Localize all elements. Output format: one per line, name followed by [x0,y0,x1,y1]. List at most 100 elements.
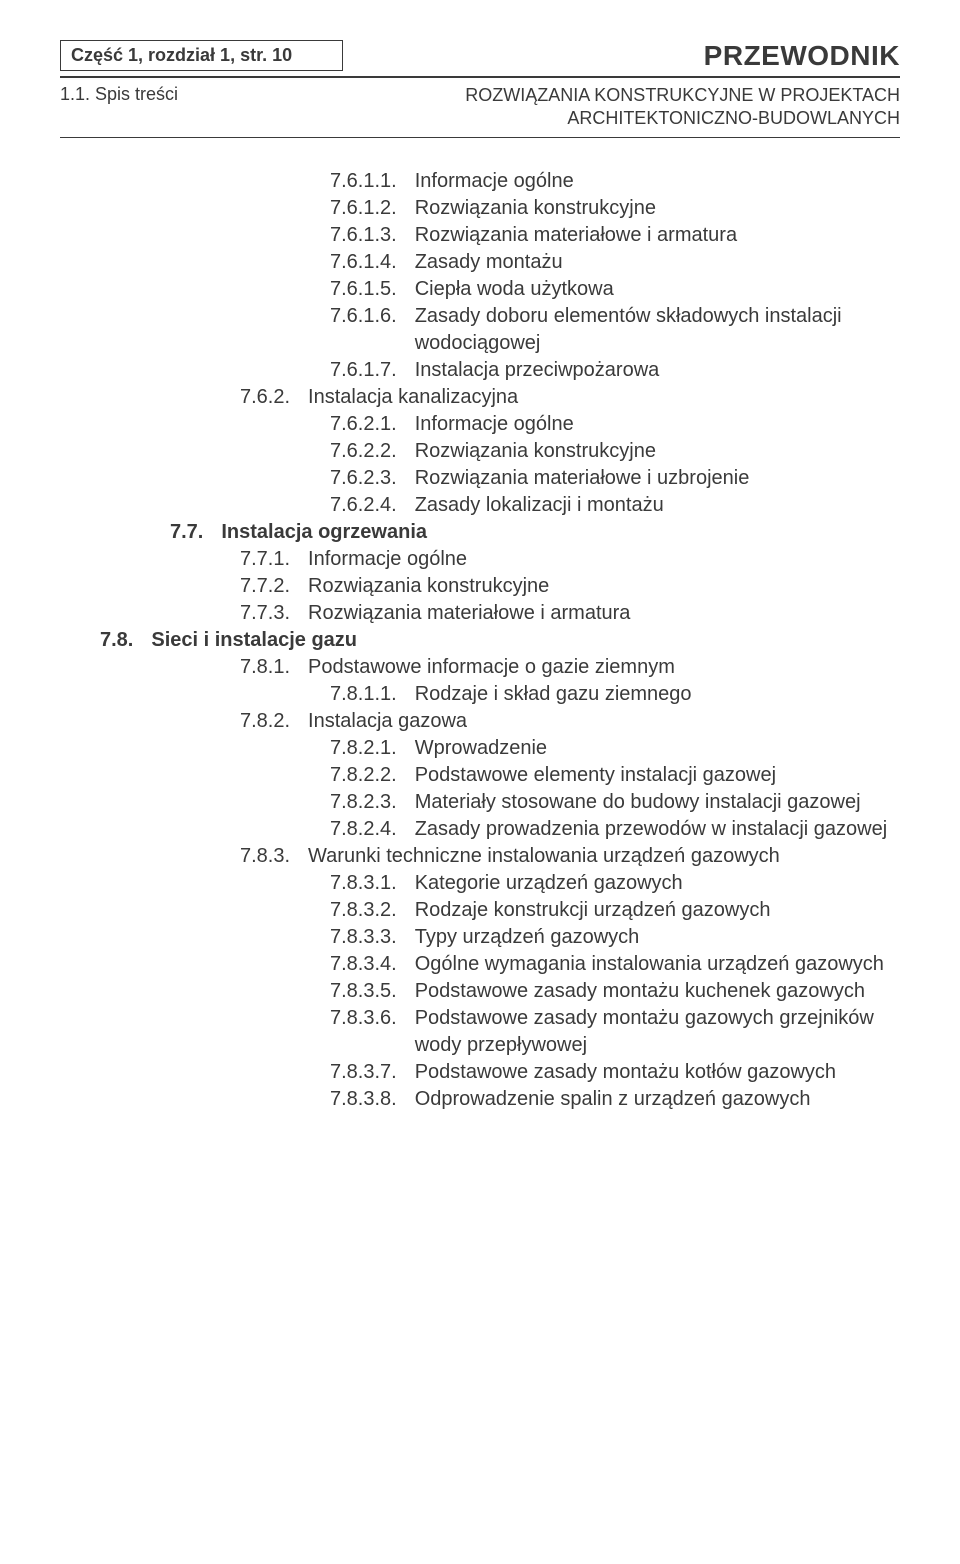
toc-entry: 7.8.3.5.Podstawowe zasady montażu kuchen… [330,978,900,1005]
subtitle-line-2: ARCHITEKTONICZNO-BUDOWLANYCH [465,107,900,130]
toc-entry: 7.6.1.3.Rozwiązania materiałowe i armatu… [330,222,900,249]
toc-entry-number: 7.8.2.2. [330,762,415,789]
toc-entry-number: 7.8.3.1. [330,870,415,897]
toc-entry-text: Rozwiązania konstrukcyjne [415,195,900,222]
toc-entry: 7.6.2.4.Zasady lokalizacji i montażu [330,492,900,519]
toc-entry-text: Instalacja gazowa [308,708,900,735]
title-main: PRZEWODNIK [704,40,900,72]
toc-entry: 7.8.3.Warunki techniczne instalowania ur… [240,843,900,870]
toc-entry-number: 7.8.1.1. [330,681,415,708]
page-ref-box: Część 1, rozdział 1, str. 10 [60,40,343,71]
toc-entry: 7.8.2.2.Podstawowe elementy instalacji g… [330,762,900,789]
toc-entry-number: 7.8.3.3. [330,924,415,951]
toc-entry: 7.6.1.4.Zasady montażu [330,249,900,276]
toc-entry-number: 7.6.1.4. [330,249,415,276]
toc-entry-number: 7.8. [100,627,151,654]
toc-entry: 7.8.2.4.Zasady prowadzenia przewodów w i… [330,816,900,843]
toc-entry: 7.6.2.1.Informacje ogólne [330,411,900,438]
toc-entry-number: 7.6.2.4. [330,492,415,519]
toc-entry: 7.8.2.Instalacja gazowa [240,708,900,735]
toc-entry-number: 7.7.1. [240,546,308,573]
toc-entry-text: Podstawowe zasady montażu kotłów gazowyc… [415,1059,900,1086]
toc-entry-number: 7.8.1. [240,654,308,681]
toc-entry: 7.8.3.7.Podstawowe zasady montażu kotłów… [330,1059,900,1086]
toc-entry-text: Podstawowe zasady montażu gazowych grzej… [415,1005,900,1059]
toc-entry: 7.6.1.5.Ciepła woda użytkowa [330,276,900,303]
toc-entry-text: Podstawowe informacje o gazie ziemnym [308,654,900,681]
toc-entry-text: Zasady lokalizacji i montażu [415,492,900,519]
toc-entry: 7.8.3.3.Typy urządzeń gazowych [330,924,900,951]
toc-entry-number: 7.8.3.4. [330,951,415,978]
toc-entry-text: Warunki techniczne instalowania urządzeń… [308,843,900,870]
toc-entry-text: Instalacja kanalizacyjna [308,384,900,411]
toc-entry: 7.8.2.3.Materiały stosowane do budowy in… [330,789,900,816]
toc-entry-text: Instalacja ogrzewania [221,519,900,546]
toc-entry-text: Rozwiązania materiałowe i armatura [415,222,900,249]
toc-entry-number: 7.8.3.8. [330,1086,415,1113]
toc-entry-text: Ogólne wymagania instalowania urządzeń g… [415,951,900,978]
toc-entry-number: 7.8.3.7. [330,1059,415,1086]
toc-entry-number: 7.8.2.3. [330,789,415,816]
toc-entry: 7.6.2.2.Rozwiązania konstrukcyjne [330,438,900,465]
toc-entry-number: 7.8.3. [240,843,308,870]
toc-entry-number: 7.8.3.2. [330,897,415,924]
toc-entry-number: 7.8.3.5. [330,978,415,1005]
page-ref-text: Część 1, rozdział 1, str. 10 [71,45,292,65]
toc-entry-number: 7.6.2. [240,384,308,411]
table-of-contents: 7.6.1.1.Informacje ogólne7.6.1.2.Rozwiąz… [60,168,900,1113]
toc-entry: 7.7.3.Rozwiązania materiałowe i armatura [240,600,900,627]
toc-entry: 7.8.2.1.Wprowadzenie [330,735,900,762]
toc-entry-number: 7.8.2. [240,708,308,735]
toc-entry: 7.6.2.3.Rozwiązania materiałowe i uzbroj… [330,465,900,492]
toc-entry-number: 7.6.1.7. [330,357,415,384]
toc-entry-number: 7.6.2.3. [330,465,415,492]
toc-entry: 7.6.1.2.Rozwiązania konstrukcyjne [330,195,900,222]
subtitle-line-1: ROZWIĄZANIA KONSTRUKCYJNE W PROJEKTACH [465,84,900,107]
toc-entry-text: Podstawowe elementy instalacji gazowej [415,762,900,789]
toc-entry-text: Informacje ogólne [415,168,900,195]
toc-entry: 7.6.2.Instalacja kanalizacyjna [240,384,900,411]
toc-entry-text: Wprowadzenie [415,735,900,762]
toc-entry: 7.8.1.1.Rodzaje i skład gazu ziemnego [330,681,900,708]
section-label: 1.1. Spis treści [60,84,178,105]
toc-entry: 7.7.Instalacja ogrzewania [170,519,900,546]
toc-entry-text: Zasady prowadzenia przewodów w instalacj… [415,816,900,843]
toc-entry-text: Zasady montażu [415,249,900,276]
toc-entry-text: Ciepła woda użytkowa [415,276,900,303]
toc-entry-text: Kategorie urządzeń gazowych [415,870,900,897]
toc-entry-number: 7.7. [170,519,221,546]
toc-entry-text: Sieci i instalacje gazu [151,627,900,654]
toc-entry-text: Materiały stosowane do budowy instalacji… [415,789,900,816]
toc-entry-text: Rodzaje konstrukcji urządzeń gazowych [415,897,900,924]
toc-entry-number: 7.6.1.2. [330,195,415,222]
toc-entry: 7.8.3.8.Odprowadzenie spalin z urządzeń … [330,1086,900,1113]
subtitle: ROZWIĄZANIA KONSTRUKCYJNE W PROJEKTACH A… [465,84,900,131]
toc-entry-text: Rozwiązania konstrukcyjne [415,438,900,465]
toc-entry: 7.6.1.1.Informacje ogólne [330,168,900,195]
toc-entry-text: Rodzaje i skład gazu ziemnego [415,681,900,708]
toc-entry-number: 7.6.2.2. [330,438,415,465]
toc-entry-number: 7.6.1.5. [330,276,415,303]
toc-entry-text: Rozwiązania konstrukcyjne [308,573,900,600]
toc-entry-number: 7.8.2.1. [330,735,415,762]
toc-entry: 7.8.3.6.Podstawowe zasady montażu gazowy… [330,1005,900,1059]
toc-entry-text: Odprowadzenie spalin z urządzeń gazowych [415,1086,900,1113]
toc-entry-text: Podstawowe zasady montażu kuchenek gazow… [415,978,900,1005]
toc-entry-text: Informacje ogólne [308,546,900,573]
toc-entry: 7.8.3.1.Kategorie urządzeń gazowych [330,870,900,897]
toc-entry-text: Instalacja przeciwpożarowa [415,357,900,384]
toc-entry-number: 7.6.1.1. [330,168,415,195]
toc-entry-text: Zasady doboru elementów składowych insta… [415,303,900,357]
toc-entry-number: 7.8.3.6. [330,1005,415,1059]
toc-entry: 7.7.2.Rozwiązania konstrukcyjne [240,573,900,600]
toc-entry-number: 7.7.2. [240,573,308,600]
toc-entry-number: 7.6.1.3. [330,222,415,249]
toc-entry: 7.8.1.Podstawowe informacje o gazie ziem… [240,654,900,681]
toc-entry: 7.6.1.6.Zasady doboru elementów składowy… [330,303,900,357]
toc-entry-text: Rozwiązania materiałowe i uzbrojenie [415,465,900,492]
toc-entry-number: 7.6.1.6. [330,303,415,357]
toc-entry: 7.8.Sieci i instalacje gazu [100,627,900,654]
toc-entry-text: Typy urządzeń gazowych [415,924,900,951]
header-row: Część 1, rozdział 1, str. 10 PRZEWODNIK [60,40,900,72]
toc-entry: 7.8.3.2.Rodzaje konstrukcji urządzeń gaz… [330,897,900,924]
